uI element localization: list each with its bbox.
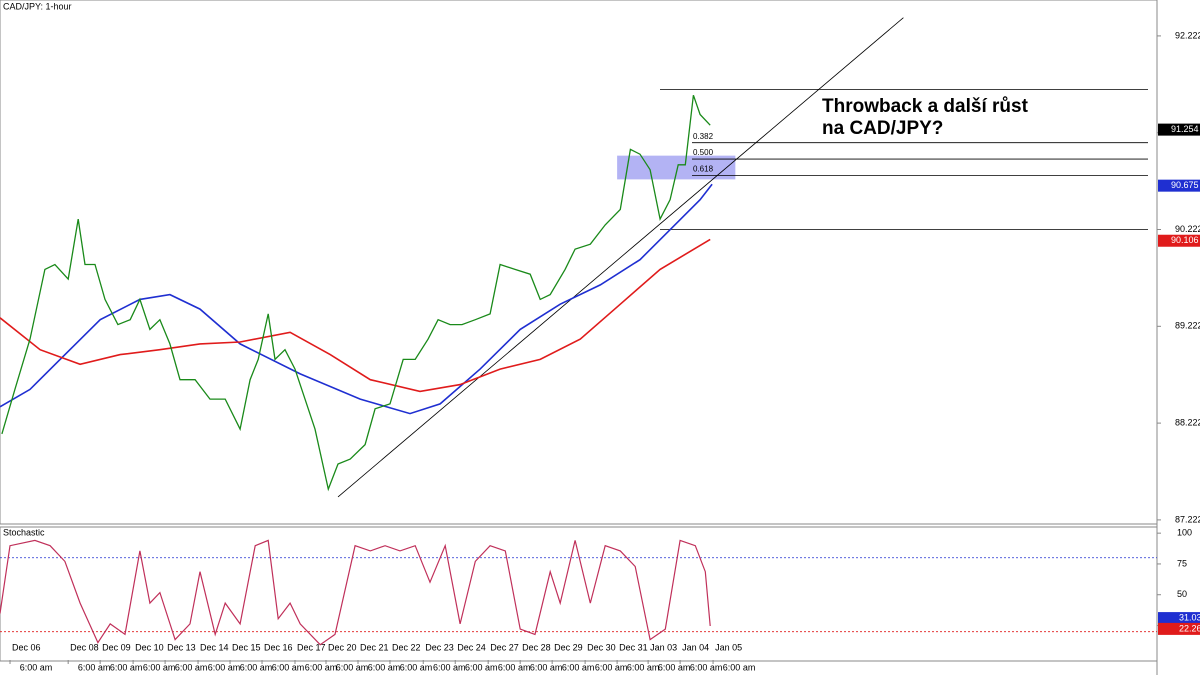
time-label: 6:00 am bbox=[336, 662, 369, 672]
main-frame bbox=[0, 0, 1158, 525]
time-label: 6:00 am bbox=[690, 662, 723, 672]
x-tick-label: Dec 28 bbox=[522, 642, 551, 652]
x-tick-label: Jan 05 bbox=[715, 642, 742, 652]
price-badge-label: 90.675 bbox=[1171, 180, 1199, 190]
time-label: 6:00 am bbox=[368, 662, 401, 672]
x-tick-label: Dec 13 bbox=[167, 642, 196, 652]
y-tick-label: 50 bbox=[1177, 589, 1187, 599]
fib-label: 0.382 bbox=[693, 132, 714, 141]
y-tick-label: 100 bbox=[1177, 528, 1192, 538]
stoch-badge bbox=[1158, 612, 1200, 625]
x-tick-label: Dec 21 bbox=[360, 642, 389, 652]
title-bg bbox=[1, 1, 63, 13]
x-tick-label: Jan 03 bbox=[650, 642, 677, 652]
time-label: 6:00 am bbox=[305, 662, 338, 672]
time-label: 6:00 am bbox=[208, 662, 241, 672]
moving-average bbox=[0, 183, 713, 415]
y-tick-label: 89.222 bbox=[1175, 321, 1200, 331]
x-tick-label: Dec 16 bbox=[264, 642, 293, 652]
chart-title: CAD/JPY: 1-hour bbox=[3, 1, 72, 11]
x-tick-label: Dec 29 bbox=[554, 642, 583, 652]
x-tick-label: Dec 09 bbox=[102, 642, 131, 652]
time-label: 6:00 am bbox=[433, 662, 466, 672]
x-tick-label: Dec 27 bbox=[490, 642, 519, 652]
time-label: 6:00 am bbox=[110, 662, 143, 672]
fib-label: 0.618 bbox=[693, 165, 714, 174]
time-label: 6:00 am bbox=[20, 662, 53, 672]
stoch-badge bbox=[1158, 622, 1200, 635]
x-tick-label: Dec 30 bbox=[587, 642, 616, 652]
time-label: 6:00 am bbox=[175, 662, 208, 672]
stoch-badge-label: 31.03 bbox=[1179, 612, 1200, 622]
x-tick-label: Dec 15 bbox=[232, 642, 261, 652]
y-tick-label: 88.222 bbox=[1175, 417, 1200, 427]
time-label: 6:00 am bbox=[530, 662, 563, 672]
x-tick-label: Dec 22 bbox=[392, 642, 421, 652]
fib-label: 0.500 bbox=[693, 148, 714, 157]
x-tick-label: Dec 31 bbox=[619, 642, 648, 652]
y-tick-label: 87.222 bbox=[1175, 514, 1200, 524]
moving-average bbox=[0, 238, 711, 393]
time-label: 6:00 am bbox=[723, 662, 756, 672]
x-tick-label: Dec 10 bbox=[135, 642, 164, 652]
y-tick-label: 90.222 bbox=[1175, 224, 1200, 234]
y-tick-label: 92.222 bbox=[1175, 30, 1200, 40]
time-label: 6:00 am bbox=[562, 662, 595, 672]
price-badge bbox=[1158, 123, 1200, 136]
time-label: 6:00 am bbox=[78, 662, 111, 672]
time-label: 6:00 am bbox=[627, 662, 660, 672]
stoch-badge-label: 22.26 bbox=[1179, 623, 1200, 633]
time-label: 6:00 am bbox=[400, 662, 433, 672]
stoch-frame bbox=[0, 526, 1158, 662]
stochastic-line bbox=[0, 539, 711, 646]
time-label: 6:00 am bbox=[272, 662, 305, 672]
x-tick-label: Dec 08 bbox=[70, 642, 99, 652]
time-label: 6:00 am bbox=[143, 662, 176, 672]
stoch-title: Stochastic bbox=[3, 527, 45, 537]
price-badge bbox=[1158, 179, 1200, 192]
price-line bbox=[1, 94, 711, 492]
price-badge-label: 91.254 bbox=[1171, 124, 1199, 134]
x-tick-label: Dec 24 bbox=[457, 642, 486, 652]
price-badge bbox=[1158, 234, 1200, 247]
time-label: 6:00 am bbox=[658, 662, 691, 672]
annotation: Throwback a další růst na CAD/JPY? bbox=[822, 96, 1029, 139]
x-tick-label: Jan 04 bbox=[682, 642, 709, 652]
x-tick-label: Dec 23 bbox=[425, 642, 454, 652]
time-label: 6:00 am bbox=[240, 662, 273, 672]
time-label: 6:00 am bbox=[595, 662, 628, 672]
fib-zone bbox=[617, 155, 736, 180]
x-tick-label: Dec 14 bbox=[200, 642, 229, 652]
trendline bbox=[337, 17, 904, 498]
time-label: 6:00 am bbox=[465, 662, 498, 672]
x-tick-label: Dec 20 bbox=[328, 642, 357, 652]
y-tick-label: 75 bbox=[1177, 558, 1187, 568]
time-label: 6:00 am bbox=[498, 662, 531, 672]
x-tick-label: Dec 06 bbox=[12, 642, 41, 652]
x-tick-label: Dec 17 bbox=[297, 642, 326, 652]
price-badge-label: 90.106 bbox=[1171, 235, 1199, 245]
